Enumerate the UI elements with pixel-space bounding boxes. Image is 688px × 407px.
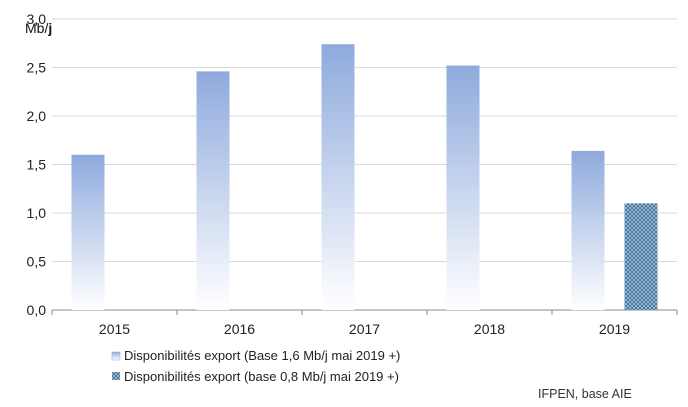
- y-tick-label: 0,5: [27, 254, 47, 270]
- y-tick-label: 2,0: [27, 108, 47, 124]
- legend-item-series-1: Disponibilités export (Base 1,6 Mb/j mai…: [111, 348, 400, 363]
- y-tick-label: 1,0: [27, 205, 47, 221]
- bar-2016-series-1: [196, 71, 230, 310]
- legend-label-series-1: Disponibilités export (Base 1,6 Mb/j mai…: [124, 348, 400, 363]
- y-tick-labels: 0,0 0,5 1,0 1,5 2,0 2,5 3,0: [27, 11, 47, 318]
- source-note: IFPEN, base AIE: [538, 387, 632, 401]
- y-tick-label: 3,0: [27, 11, 47, 27]
- legend: Disponibilités export (Base 1,6 Mb/j mai…: [111, 348, 400, 384]
- legend-swatch-series-1: [111, 351, 121, 361]
- bar-2015-series-1: [71, 154, 105, 310]
- bar-2019-series-2: [624, 203, 658, 310]
- y-tick-label: 1,5: [27, 157, 47, 173]
- x-tick-label: 2017: [349, 321, 380, 337]
- x-tick-label: 2015: [99, 321, 130, 337]
- y-unit-label: Mb/j: [25, 20, 52, 36]
- bar-2018-series-1: [446, 65, 480, 310]
- x-tick-label: 2018: [474, 321, 505, 337]
- y-tick-label: 2,5: [27, 60, 47, 76]
- legend-swatch-series-2: [112, 372, 120, 380]
- bar-2019-series-1: [571, 150, 605, 310]
- x-tick-label: 2016: [224, 321, 255, 337]
- bars: [71, 44, 658, 310]
- x-tick-labels: 2015 2016 2017 2018 2019: [99, 321, 630, 337]
- legend-label-series-2: Disponibilités export (base 0,8 Mb/j mai…: [124, 369, 399, 384]
- legend-item-series-2: Disponibilités export (base 0,8 Mb/j mai…: [112, 369, 399, 384]
- x-tick-label: 2019: [599, 321, 630, 337]
- bar-2017-series-1: [321, 44, 355, 310]
- axes: [51, 309, 678, 315]
- y-tick-label: 0,0: [27, 302, 47, 318]
